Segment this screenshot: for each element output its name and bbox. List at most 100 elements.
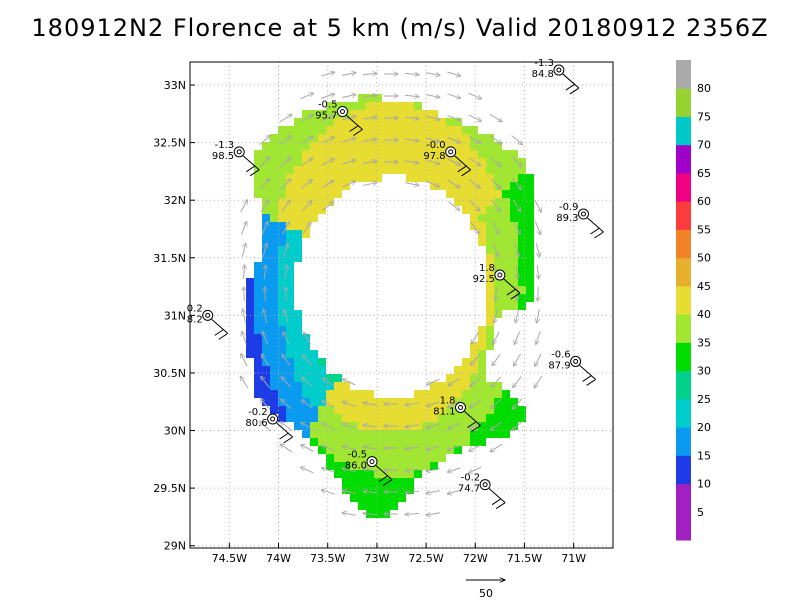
wind-vector bbox=[321, 180, 334, 189]
wind-speed-cell bbox=[262, 246, 270, 254]
wind-speed-cell bbox=[390, 150, 398, 158]
wind-vector bbox=[469, 399, 481, 408]
wind-speed-cell bbox=[398, 118, 406, 126]
colorbar-swatch bbox=[676, 483, 691, 513]
wind-vector bbox=[426, 513, 440, 516]
wind-speed-cell bbox=[342, 142, 350, 150]
wind-speed-cell bbox=[310, 406, 318, 414]
colorbar-label: 55 bbox=[697, 223, 711, 236]
wind-speed-cell bbox=[390, 430, 398, 438]
wind-speed-cell bbox=[254, 382, 262, 390]
wind-speed-cell bbox=[334, 462, 342, 470]
wind-speed-cell bbox=[518, 262, 526, 270]
wind-speed-cell bbox=[262, 182, 270, 190]
wind-vector bbox=[470, 221, 479, 233]
wind-vector bbox=[447, 467, 461, 473]
wind-speed-cell bbox=[398, 398, 406, 406]
wind-speed-cell bbox=[398, 422, 406, 430]
wind-speed-cell bbox=[406, 142, 414, 150]
wind-vector bbox=[494, 309, 499, 322]
wind-barb bbox=[378, 475, 389, 483]
wind-speed-cell bbox=[270, 222, 278, 230]
wind-speed-cell bbox=[302, 358, 310, 366]
wind-vector bbox=[426, 94, 440, 98]
colorbar-label: 80 bbox=[697, 82, 711, 95]
wind-speed-cell bbox=[502, 414, 510, 422]
wind-vector bbox=[261, 354, 269, 367]
wind-speed-cell bbox=[294, 174, 302, 182]
wind-speed-cell bbox=[494, 142, 502, 150]
wind-speed-cell bbox=[334, 430, 342, 438]
wind-vector bbox=[511, 135, 523, 144]
wind-speed-cell bbox=[278, 350, 286, 358]
colorbar-swatch bbox=[676, 370, 691, 400]
wind-speed-cell bbox=[278, 182, 286, 190]
wind-speed-cell bbox=[262, 278, 270, 286]
wind-vector bbox=[447, 136, 461, 142]
wind-speed-cell bbox=[366, 430, 374, 438]
station-circle bbox=[455, 401, 467, 413]
wind-speed-cell bbox=[326, 118, 334, 126]
wind-speed-cell bbox=[342, 102, 350, 110]
wind-speed-cell bbox=[286, 142, 294, 150]
colorbar-label: 65 bbox=[697, 167, 711, 180]
wind-speed-cell bbox=[406, 126, 414, 134]
wind-speed-cell bbox=[358, 118, 366, 126]
wind-speed-cell bbox=[486, 142, 494, 150]
wind-speed-cell bbox=[486, 206, 494, 214]
wind-vector bbox=[342, 181, 356, 188]
wind-speed-cell bbox=[270, 294, 278, 302]
station-circle bbox=[202, 309, 214, 321]
wind-vector bbox=[448, 201, 459, 211]
wind-barb bbox=[594, 231, 604, 239]
wind-speed-cell bbox=[278, 334, 286, 342]
wind-speed-cell bbox=[526, 198, 534, 206]
map-title: 180912N2 Florence at 5 km (m/s) Valid 20… bbox=[31, 14, 769, 42]
station-value-top: -1.3 bbox=[215, 140, 235, 151]
wind-speed-cell bbox=[278, 318, 286, 326]
wind-speed-cell bbox=[310, 350, 318, 358]
station-value-top: 1.8 bbox=[479, 263, 495, 274]
lon-tick-label: 74.5W bbox=[212, 552, 247, 565]
wind-speed-cell bbox=[438, 406, 446, 414]
wind-speed-cell bbox=[262, 238, 270, 246]
wind-speed-cell bbox=[390, 398, 398, 406]
wind-speed-cell bbox=[494, 166, 502, 174]
wind-speed-cell bbox=[374, 398, 382, 406]
wind-vector bbox=[301, 400, 313, 409]
station-value-bottom: 86.0 bbox=[345, 461, 367, 472]
wind-vector bbox=[404, 139, 419, 141]
wind-speed-cell bbox=[366, 406, 374, 414]
wind-speed-cell bbox=[526, 222, 534, 230]
wind-speed-cell bbox=[270, 214, 278, 222]
wind-speed-cell bbox=[294, 142, 302, 150]
wind-speed-cell bbox=[382, 406, 390, 414]
wind-speed-cell bbox=[350, 398, 358, 406]
wind-speed-cell bbox=[446, 182, 454, 190]
wind-speed-cell bbox=[478, 374, 486, 382]
wind-speed-cell bbox=[382, 454, 390, 462]
wind-barb bbox=[590, 227, 600, 235]
station-dot bbox=[339, 109, 345, 115]
wind-speed-cell bbox=[318, 430, 326, 438]
wind-barb-staff bbox=[454, 155, 472, 171]
wind-speed-cell bbox=[494, 262, 502, 270]
wind-speed-cell bbox=[374, 142, 382, 150]
wind-speed-cell bbox=[518, 406, 526, 414]
wind-speed-cell bbox=[262, 270, 270, 278]
wind-speed-cell bbox=[478, 198, 486, 206]
wind-speed-cell bbox=[294, 398, 302, 406]
wind-speed-cell bbox=[254, 286, 262, 294]
wind-speed-cell bbox=[374, 422, 382, 430]
wind-vector bbox=[404, 117, 419, 119]
wind-vector bbox=[492, 353, 501, 365]
lat-tick-label: 32.5N bbox=[153, 137, 186, 150]
wind-speed-cell bbox=[318, 198, 326, 206]
wind-speed-cell bbox=[286, 238, 294, 246]
station-value-top: -0.2 bbox=[461, 473, 481, 484]
wind-speed-cell bbox=[270, 174, 278, 182]
wind-speed-cell bbox=[318, 126, 326, 134]
wind-vector bbox=[363, 425, 377, 427]
wind-speed-cell bbox=[470, 342, 478, 350]
wind-speed-cell bbox=[254, 158, 262, 166]
